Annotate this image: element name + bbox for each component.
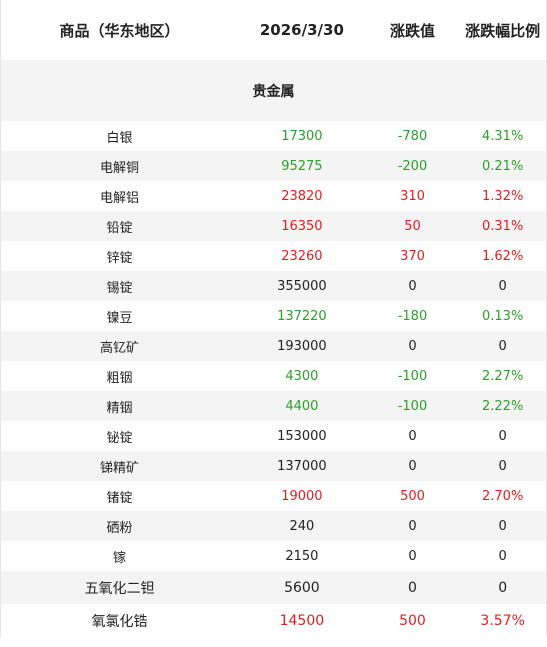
price-value: 153000 xyxy=(277,428,327,444)
table-body: 白银 17300 -780 4.31% 电解铜 95275 -200 0.21% 电解铝 2382… xyxy=(1,121,546,637)
pct-value: 4.31% xyxy=(482,128,524,144)
table-row: 高钇矿 193000 0 0 xyxy=(1,331,546,361)
change-value: 500 xyxy=(399,612,426,629)
pct-value: 0 xyxy=(498,278,507,294)
product-name: 铋锭 xyxy=(106,430,133,446)
price-value: 17300 xyxy=(281,128,323,144)
product-name: 镓 xyxy=(113,550,127,566)
table-row: 锑精矿 137000 0 0 xyxy=(1,451,546,481)
price-value: 4400 xyxy=(285,398,319,414)
pct-value: 0 xyxy=(498,428,507,444)
table-row: 铋锭 153000 0 0 xyxy=(1,421,546,451)
pct-value: 2.70% xyxy=(482,488,524,504)
price-value: 5600 xyxy=(284,579,320,596)
product-name: 电解铜 xyxy=(100,160,140,176)
header-pct: 涨跌幅比例 xyxy=(465,21,541,40)
price-value: 23820 xyxy=(281,188,323,204)
change-value: 50 xyxy=(404,218,421,234)
change-value: 0 xyxy=(408,548,417,564)
pct-value: 1.62% xyxy=(482,248,524,264)
table-row: 精铟 4400 -100 2.22% xyxy=(1,391,546,421)
change-value: 0 xyxy=(408,458,417,474)
price-value: 240 xyxy=(289,518,315,534)
price-value: 14500 xyxy=(279,612,325,629)
change-value: 0 xyxy=(408,338,417,354)
table-row: 锗锭 19000 500 2.70% xyxy=(1,481,546,511)
table-header: 商品（华东地区） 2026/3/30 涨跌值 涨跌幅比例 xyxy=(1,0,546,60)
price-value: 19000 xyxy=(281,488,323,504)
change-value: 500 xyxy=(400,488,425,504)
change-value: -180 xyxy=(397,308,428,324)
change-value: -200 xyxy=(397,158,428,174)
change-value: 0 xyxy=(408,518,417,534)
product-name: 五氧化二钽 xyxy=(84,580,155,597)
table-row: 锡锭 355000 0 0 xyxy=(1,271,546,301)
table-row: 电解铝 23820 310 1.32% xyxy=(1,181,546,211)
change-value: -100 xyxy=(397,368,428,384)
header-change: 涨跌值 xyxy=(389,21,435,40)
price-value: 4300 xyxy=(285,368,319,384)
pct-value: 0 xyxy=(498,548,507,564)
change-value: -780 xyxy=(397,128,428,144)
table-row: 白银 17300 -780 4.31% xyxy=(1,121,546,151)
product-name: 白银 xyxy=(106,130,133,146)
product-name: 粗铟 xyxy=(106,370,133,386)
pct-value: 0 xyxy=(498,338,507,354)
table-row: 氧氯化锆 14500 500 3.57% xyxy=(1,604,546,637)
product-name: 硒粉 xyxy=(106,520,133,536)
table-row: 粗铟 4300 -100 2.27% xyxy=(1,361,546,391)
change-value: 0 xyxy=(408,428,417,444)
table-row: 镓 2150 0 0 xyxy=(1,541,546,571)
product-name: 锗锭 xyxy=(106,490,133,506)
product-name: 锑精矿 xyxy=(100,460,140,476)
table-row: 锌锭 23260 370 1.62% xyxy=(1,241,546,271)
change-value: 0 xyxy=(408,278,417,294)
table-row: 铅锭 16350 50 0.31% xyxy=(1,211,546,241)
table-row: 五氧化二钽 5600 0 0 xyxy=(1,571,546,604)
product-name: 电解铝 xyxy=(100,190,140,206)
change-value: 370 xyxy=(400,248,425,264)
product-name: 高钇矿 xyxy=(100,340,140,356)
table-row: 镍豆 137220 -180 0.13% xyxy=(1,301,546,331)
product-name: 锌锭 xyxy=(106,250,133,266)
pct-value: 0 xyxy=(498,458,507,474)
header-date: 2026/3/30 xyxy=(259,21,344,39)
pct-value: 0 xyxy=(498,518,507,534)
change-value: 0 xyxy=(408,579,417,596)
price-value: 193000 xyxy=(277,338,327,354)
pct-value: 0.31% xyxy=(482,218,524,234)
section-title: 贵金属 xyxy=(1,60,546,121)
price-value: 95275 xyxy=(281,158,323,174)
table-row: 电解铜 95275 -200 0.21% xyxy=(1,151,546,181)
table-row: 硒粉 240 0 0 xyxy=(1,511,546,541)
product-name: 氧氯化锆 xyxy=(91,613,148,630)
product-name: 锡锭 xyxy=(106,280,133,296)
header-product: 商品（华东地区） xyxy=(59,21,180,40)
product-name: 铅锭 xyxy=(106,220,133,236)
price-value: 2150 xyxy=(285,548,319,564)
pct-value: 2.22% xyxy=(482,398,524,414)
pct-value: 0.21% xyxy=(482,158,524,174)
change-value: 310 xyxy=(400,188,425,204)
price-value: 355000 xyxy=(277,278,327,294)
change-value: -100 xyxy=(397,398,428,414)
pct-value: 2.27% xyxy=(482,368,524,384)
pct-value: 3.57% xyxy=(480,612,525,629)
pct-value: 0 xyxy=(498,579,508,596)
pct-value: 0.13% xyxy=(482,308,524,324)
price-value: 23260 xyxy=(281,248,323,264)
price-value: 137220 xyxy=(277,308,327,324)
price-value: 137000 xyxy=(277,458,327,474)
product-name: 精铟 xyxy=(106,400,133,416)
price-value: 16350 xyxy=(281,218,323,234)
product-name: 镍豆 xyxy=(106,310,133,326)
pct-value: 1.32% xyxy=(482,188,524,204)
